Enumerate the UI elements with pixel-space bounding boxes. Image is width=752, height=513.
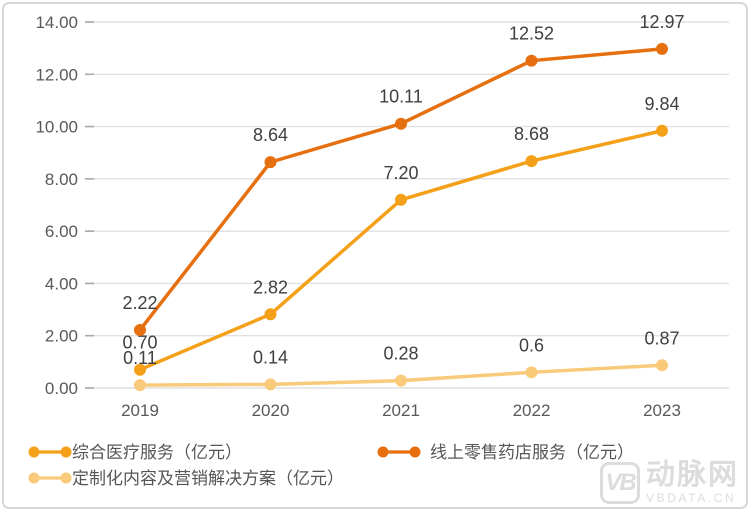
data-point [395, 193, 407, 206]
data-point [525, 54, 538, 67]
x-axis-label: 2019 [121, 401, 159, 420]
data-label: 0.28 [383, 344, 418, 364]
series-line-1: 2.22 8.64 10.11 12.52 12.97 [122, 12, 685, 336]
legend-dot-icon [28, 472, 40, 484]
data-point [656, 359, 668, 372]
data-label: 7.20 [383, 163, 418, 183]
data-label: 12.52 [509, 24, 554, 44]
x-axis-label: 2023 [643, 401, 681, 420]
data-point [264, 156, 277, 169]
y-axis-label: 4.00 [45, 274, 78, 293]
data-point [525, 366, 538, 379]
legend-dot-icon [60, 446, 72, 458]
legend-dot-icon [377, 446, 389, 458]
legend-label: 定制化内容及营销解决方案（亿元） [72, 469, 344, 488]
data-point [264, 308, 277, 321]
series-line-0: 0.70 2.82 7.20 8.68 9.84 [122, 94, 680, 376]
watermark: VB 动脉网 VBDATA.CN [599, 459, 739, 505]
data-label: 0.87 [644, 328, 679, 348]
x-axis-label: 2021 [382, 401, 420, 420]
data-label: 12.97 [639, 12, 684, 32]
grid-and-axes: 0.00 2.00 4.00 6.00 8.00 10.00 12.00 14.00 2019 2… [35, 13, 729, 420]
data-point [395, 374, 407, 387]
data-label: 8.68 [514, 124, 549, 144]
watermark-brand-cn: 动脉网 [645, 459, 739, 491]
y-axis-label: 2.00 [45, 327, 78, 346]
y-axis-label: 10.00 [35, 118, 78, 137]
data-point [134, 323, 146, 336]
data-point [656, 42, 668, 55]
data-label: 0.14 [253, 347, 288, 367]
data-point [395, 117, 407, 130]
data-label: 8.64 [253, 125, 288, 145]
legend-item-2: 定制化内容及营销解决方案（亿元） [28, 469, 344, 488]
data-label: 10.11 [379, 87, 423, 107]
data-point [525, 155, 538, 168]
data-label: 0.11 [123, 348, 157, 368]
data-label: 0.6 [519, 335, 544, 355]
legend-dot-icon [28, 446, 40, 458]
legend-item-1: 线上零售药店服务（亿元） [377, 443, 634, 462]
legend-label: 综合医疗服务（亿元） [72, 443, 242, 462]
legend-dot-icon [409, 446, 421, 458]
y-axis-label: 0.00 [45, 379, 78, 398]
data-point [134, 379, 146, 392]
y-axis-label: 6.00 [45, 222, 78, 241]
data-point [264, 378, 277, 391]
x-axis-label: 2020 [252, 401, 290, 420]
data-point [134, 363, 146, 376]
data-label: 9.84 [644, 94, 679, 114]
data-label: 2.22 [122, 293, 157, 313]
y-axis-label: 8.00 [45, 170, 78, 189]
series-line-2: 0.11 0.14 0.28 0.6 0.87 [123, 328, 680, 392]
vbdata-logo-icon: VB [599, 461, 640, 504]
y-axis-label: 14.00 [35, 13, 78, 32]
data-point [656, 124, 668, 137]
legend-label: 线上零售药店服务（亿元） [430, 443, 634, 462]
data-label: 0.70 [122, 333, 157, 353]
legend-dot-icon [60, 472, 72, 484]
data-label: 2.82 [253, 277, 288, 297]
legend: 综合医疗服务（亿元） 线上零售药店服务（亿元） 定制化内容及营销解决方案（亿元） [28, 443, 634, 488]
y-axis-label: 12.00 [35, 65, 78, 84]
x-axis-label: 2022 [513, 401, 551, 420]
vbdata-logo-text: VB [605, 468, 636, 496]
watermark-brand-en: VBDATA.CN [645, 491, 737, 505]
legend-item-0: 综合医疗服务（亿元） [28, 443, 242, 462]
